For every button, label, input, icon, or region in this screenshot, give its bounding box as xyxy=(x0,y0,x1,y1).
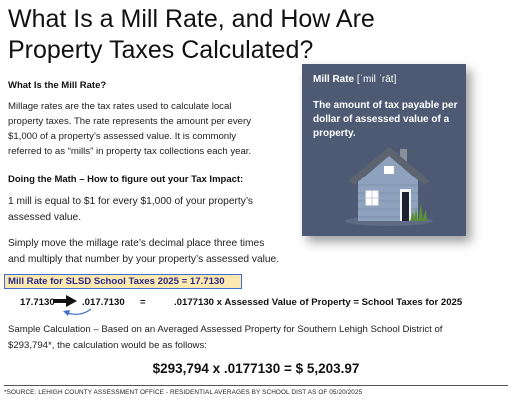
text-line: Millage rates are the tax rates used to … xyxy=(8,101,232,112)
card-pronunciation: [ˈmil ˈrāt] xyxy=(356,74,397,85)
rate-highlight-box xyxy=(4,274,242,289)
text-line: property taxes. The rate represents the … xyxy=(8,116,251,127)
section-heading-doing-the-math: Doing the Math – How to figure out your … xyxy=(8,174,244,185)
text-line: assessed value. xyxy=(8,211,82,223)
source-footnote: *SOURCE: LEHIGH COUNTY ASSESSMENT OFFICE… xyxy=(4,389,363,396)
text-line: 1 mill is equal to $1 for every $1,000 o… xyxy=(8,196,254,207)
house-icon xyxy=(345,147,433,226)
sample-calculation-text: Sample Calculation – Based on an Average… xyxy=(8,322,508,354)
decimal-instruction-text: Simply move the millage rate’s decimal p… xyxy=(8,236,318,267)
calc-equals: = xyxy=(140,297,146,308)
card-term-word: Mill Rate xyxy=(313,74,355,85)
mill-rate-definition-card: Mill Rate [ˈmil ˈrāt] The amount of tax … xyxy=(302,64,466,236)
text-line: $1,000 of a property’s assessed value. I… xyxy=(8,131,237,142)
calc-rate: 17.7130 xyxy=(20,297,55,308)
right-arrow-icon xyxy=(53,295,77,307)
mill-rate-explanation: Millage rates are the tax rates used to … xyxy=(8,99,298,159)
section-heading-mill-rate: What Is the Mill Rate? xyxy=(8,80,107,91)
text-line: referred to as “mills” in property tax c… xyxy=(8,146,252,157)
divider xyxy=(4,385,508,386)
text-line: and multiply that number by your propert… xyxy=(8,253,280,265)
card-term: Mill Rate [ˈmil ˈrāt] xyxy=(313,74,396,85)
text-line: $293,794*, the calculation would be as f… xyxy=(8,340,207,351)
mill-equivalence-text: 1 mill is equal to $1 for every $1,000 o… xyxy=(8,194,308,225)
calc-decimal-shifted: .017.7130 xyxy=(82,297,125,308)
slsd-mill-rate: Mill Rate for SLSD School Taxes 2025 = 1… xyxy=(8,276,225,287)
text-line: Sample Calculation – Based on an Average… xyxy=(8,324,443,335)
calc-formula: .0177130 x Assessed Value of Property = … xyxy=(174,297,463,308)
page-title: What Is a Mill Rate, and How Are Propert… xyxy=(8,5,375,64)
sample-result: $293,794 x .0177130 = $ 5,203.97 xyxy=(152,361,360,376)
decimal-shift-arrow-icon xyxy=(63,308,92,316)
card-definition: The amount of tax payable per dollar of … xyxy=(313,100,458,139)
text-line: Simply move the millage rate’s decimal p… xyxy=(8,238,265,249)
